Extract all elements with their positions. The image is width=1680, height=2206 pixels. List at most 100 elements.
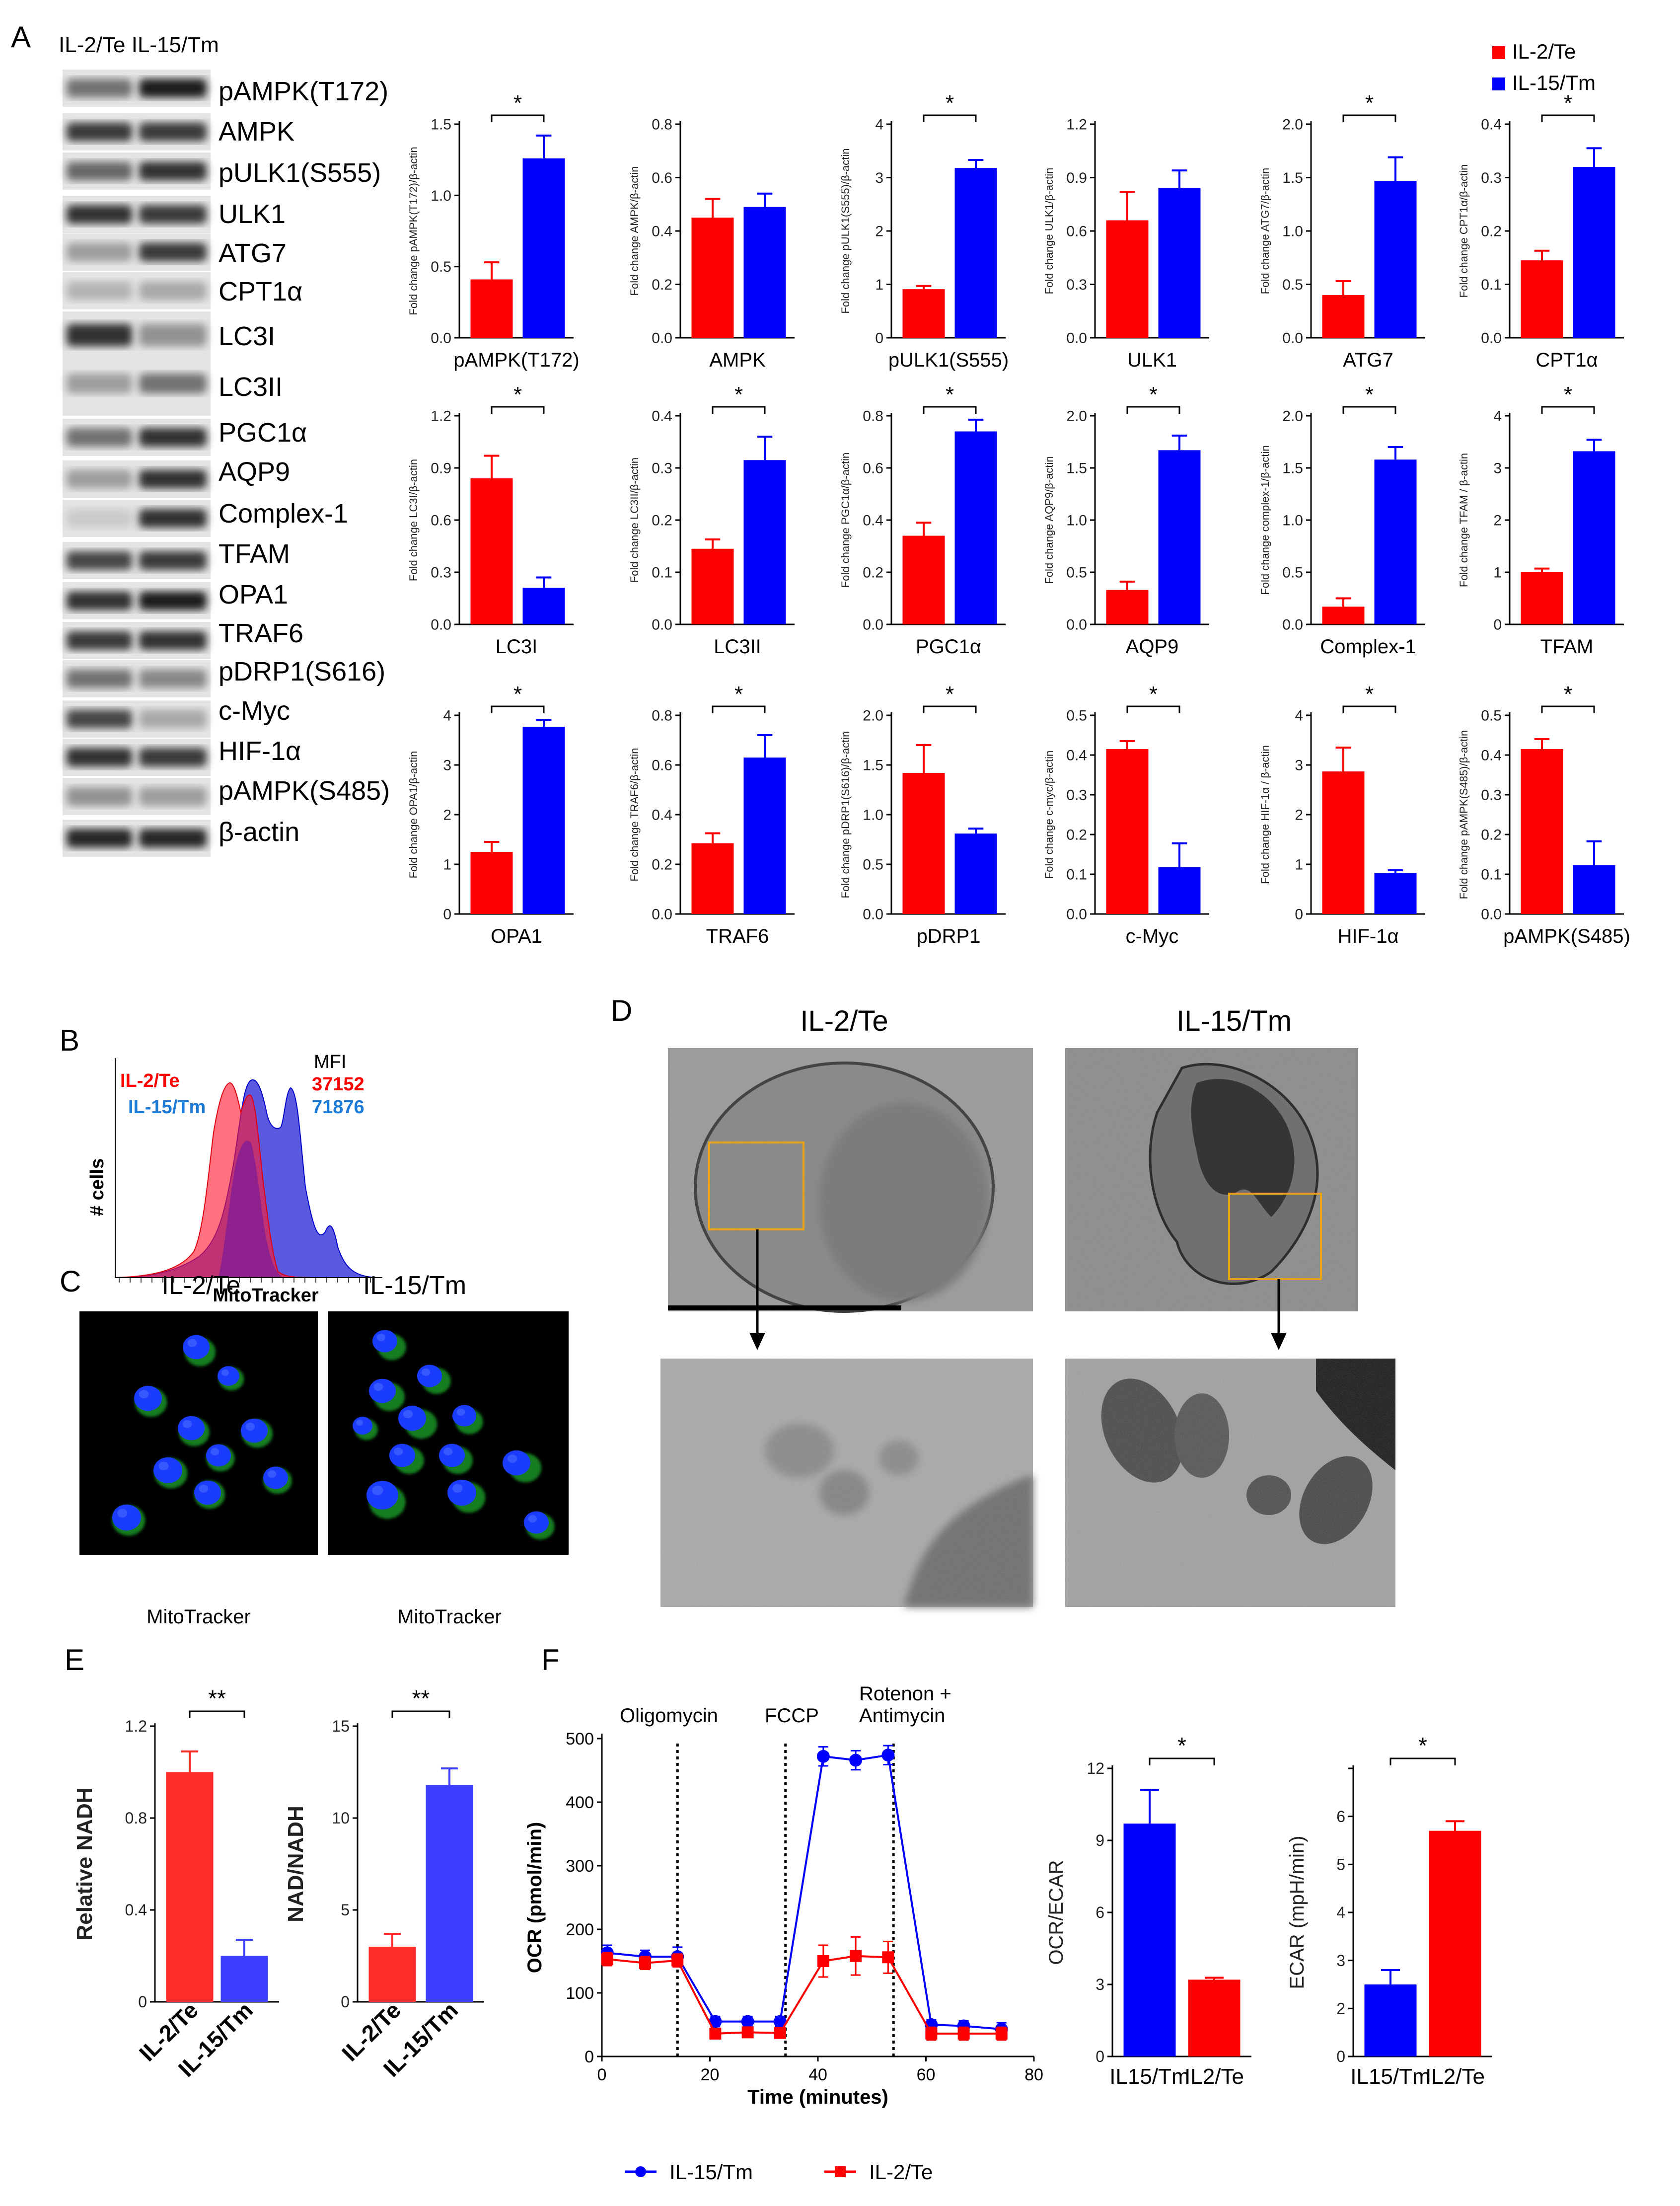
- x-category-label: OPA1: [491, 925, 542, 947]
- significance-marker: *: [1418, 1733, 1427, 1758]
- y-tick-label: 3: [875, 170, 883, 186]
- significance-bracket: [1342, 406, 1396, 414]
- x-category-label: IL2/Te: [1184, 2064, 1244, 2089]
- significance-bracket: [1541, 705, 1595, 713]
- data-point: [925, 2027, 938, 2040]
- blot-header: IL-2/Te IL-15/Tm: [59, 33, 219, 57]
- confocal-title-il2: IL-2/Te: [162, 1271, 241, 1300]
- cell-nucleus: [452, 1405, 476, 1427]
- x-category-label: IL2/Te: [1425, 2064, 1485, 2089]
- series-line: [607, 1955, 1002, 2035]
- y-tick-label: 1.2: [125, 1717, 147, 1735]
- y-tick-label: 0.3: [1066, 787, 1087, 804]
- y-axis-label: Fold change LC3II/β-actin: [628, 457, 641, 583]
- annotation-rotenon: Rotenon +: [859, 1683, 951, 1705]
- x-category-label: AQP9: [1126, 636, 1179, 658]
- nucleus-highlight: [456, 1408, 465, 1416]
- em-noise-il15: [1065, 1048, 1358, 1311]
- significance-bracket: [189, 1710, 245, 1718]
- nucleus-highlight: [443, 1447, 453, 1455]
- nucleus-highlight: [267, 1470, 277, 1478]
- y-tick-label: 0.2: [652, 277, 672, 293]
- bar-chart: 0 1 2 3 4 Fold change TFAM / β-actin * TFAM: [1458, 382, 1624, 658]
- y-tick-label: 0.9: [1066, 170, 1087, 186]
- data-point: [881, 1749, 895, 1762]
- data-point: [601, 1953, 613, 1966]
- bar-chart: 0.0 0.5 1.0 1.5 2.0 Fold change pDRP1(S616)/β…: [839, 682, 1006, 947]
- y-tick-label: 1.5: [431, 117, 451, 133]
- y-tick-label: 0.8: [652, 117, 672, 133]
- y-tick-label: 0: [1295, 907, 1303, 923]
- y-tick-label: 5: [1336, 1856, 1345, 1874]
- blot-label: TFAM: [219, 539, 290, 569]
- y-tick-label: 300: [566, 1857, 594, 1876]
- bar: [470, 852, 513, 914]
- significance-marker: **: [412, 1685, 430, 1711]
- y-tick-label: 1: [875, 277, 883, 293]
- y-tick-label: 10: [332, 1809, 350, 1827]
- data-point: [995, 2027, 1008, 2040]
- cell-nucleus: [194, 1480, 221, 1505]
- blot-band: [139, 631, 207, 650]
- bar: [1123, 1824, 1176, 2056]
- bar-chart: 0.0 0.2 0.4 0.6 0.8 Fold change PGC1α/β-actin…: [839, 382, 1006, 658]
- x-tick-label: 20: [701, 2065, 720, 2084]
- y-tick-label: 1.0: [1066, 513, 1087, 529]
- bar: [1158, 867, 1201, 914]
- cell-nucleus: [417, 1365, 442, 1387]
- blot-band: [139, 161, 207, 181]
- bar: [691, 218, 734, 338]
- blot-band: [139, 787, 207, 806]
- y-tick-label: 3: [1493, 460, 1502, 477]
- confocal-cells-il2: [112, 1335, 292, 1536]
- cell-nucleus: [366, 1481, 398, 1510]
- y-tick-label: 1.0: [863, 807, 883, 824]
- blot-band: [67, 829, 132, 848]
- y-tick-label: 0.6: [431, 513, 451, 529]
- blot-band: [67, 242, 132, 262]
- y-tick-label: 500: [566, 1730, 594, 1749]
- blot-band: [67, 551, 132, 570]
- legend-label-il15: IL-15/Tm: [1512, 71, 1596, 94]
- blot-label: LC3II: [219, 372, 283, 402]
- blot-label: AMPK: [219, 117, 294, 147]
- mfi-value-il2: 37152: [312, 1074, 365, 1095]
- y-tick-label: 0.3: [652, 460, 672, 477]
- nucleus-highlight: [421, 1369, 431, 1376]
- blot-band: [139, 669, 207, 688]
- y-tick-label: 3: [443, 758, 451, 774]
- significance-marker: *: [1177, 1733, 1186, 1758]
- confocal-caption-il2: MitoTracker: [146, 1606, 251, 1628]
- y-tick-label: 400: [566, 1793, 594, 1812]
- y-tick-label: 15: [332, 1717, 350, 1735]
- em-title-il15: IL-15/Tm: [1176, 1005, 1292, 1037]
- cell-nucleus: [178, 1416, 205, 1441]
- y-tick-label: 0.0: [652, 617, 672, 633]
- cell-nucleus: [263, 1466, 288, 1489]
- x-category-label: LC3I: [496, 636, 538, 658]
- em-panel: IL-2/Te IL-15/Tm: [660, 1005, 1395, 1607]
- data-point: [850, 1950, 862, 1962]
- blot-label: PGC1α: [219, 418, 307, 448]
- cell-nucleus: [439, 1444, 465, 1467]
- blot-label: ULK1: [219, 199, 286, 229]
- bar: [1106, 220, 1149, 338]
- bar: [1573, 451, 1615, 624]
- y-tick-label: 1.2: [1066, 117, 1087, 133]
- data-point: [774, 2027, 786, 2039]
- bar-chart: 0.0 0.5 1.0 1.5 2.0 Fold change complex-1/β-a…: [1259, 382, 1425, 658]
- y-tick-label: 1.5: [1282, 170, 1303, 186]
- flow-histogram-panel: IL-2/Te IL-15/Tm MFI 37152 71876 # cells…: [87, 1052, 382, 1306]
- y-tick-label: 0: [138, 1993, 147, 2011]
- histogram-label-il2: IL-2/Te: [120, 1070, 180, 1091]
- y-tick-label: 0.2: [1481, 827, 1502, 843]
- y-tick-label: 1.2: [431, 408, 451, 425]
- legend-swatch-il15: [1492, 77, 1505, 90]
- y-tick-label: 0: [443, 907, 451, 923]
- data-point: [741, 2026, 754, 2039]
- blot-band: [67, 631, 132, 650]
- histogram-x-label: MitoTracker: [213, 1285, 319, 1306]
- y-tick-label: 0.1: [1481, 867, 1502, 883]
- blot-label: c-Myc: [219, 696, 290, 726]
